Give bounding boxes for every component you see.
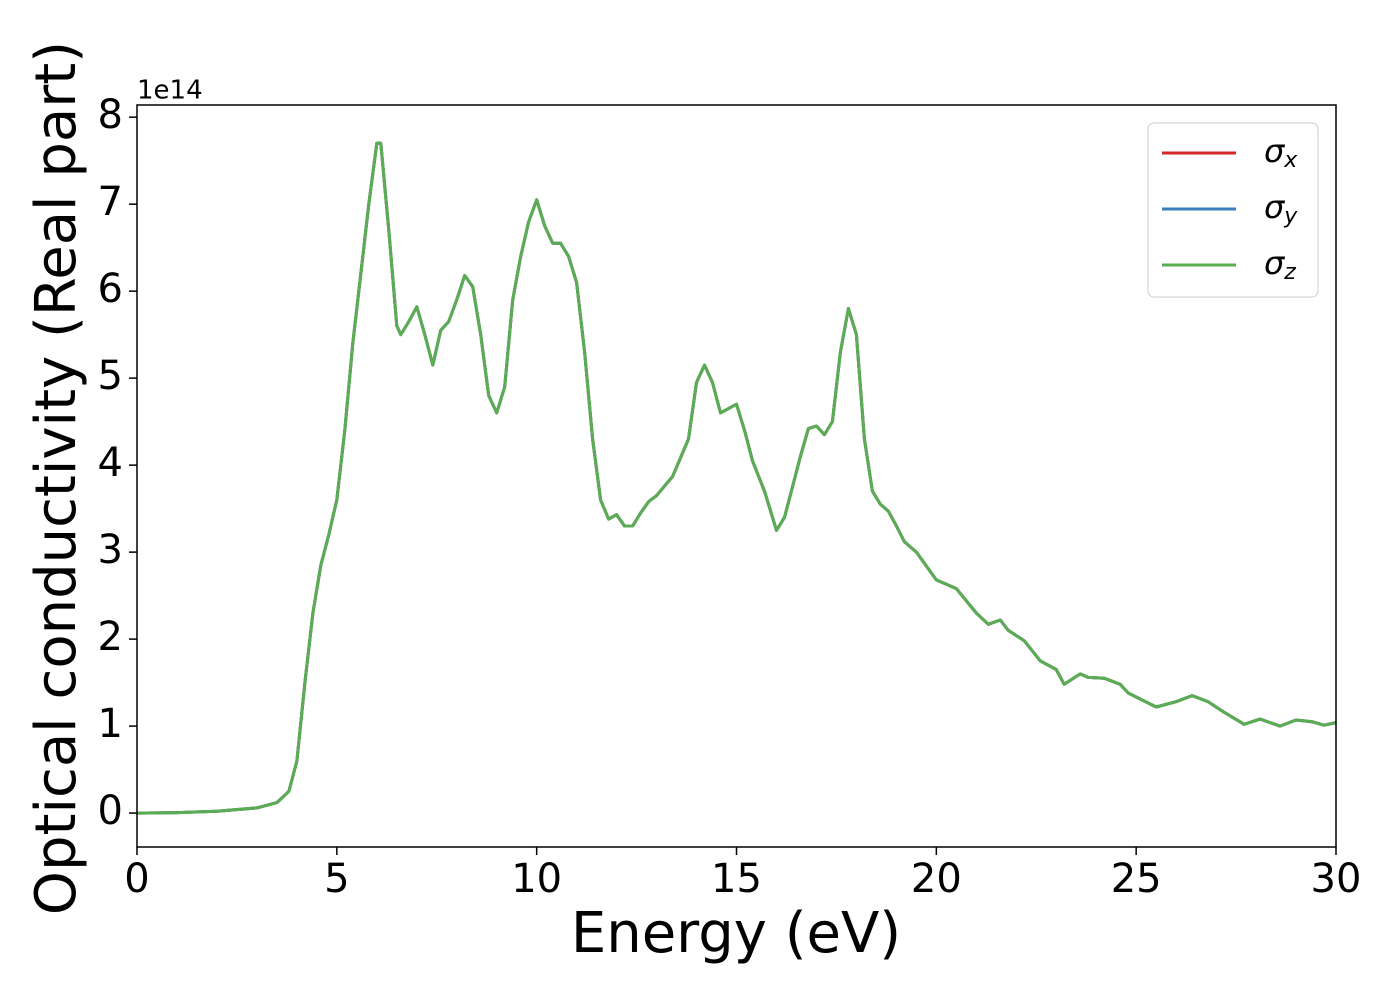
x-tick-label: 15 <box>711 856 762 902</box>
x-tick-label: 30 <box>1311 856 1362 902</box>
y-offset-label: 1e14 <box>137 76 203 106</box>
y-tick-label: 4 <box>98 440 123 486</box>
x-tick-label: 5 <box>324 856 349 902</box>
legend-label: σy <box>1264 188 1298 229</box>
y-tick-label: 7 <box>98 179 123 225</box>
x-tick-label: 25 <box>1111 856 1162 902</box>
y-axis-label: Optical conductivity (Real part) <box>24 41 89 915</box>
x-axis-label: Energy (eV) <box>571 901 901 966</box>
x-tick-label: 20 <box>911 856 962 902</box>
y-tick-label: 2 <box>98 614 123 660</box>
line-series <box>136 141 1337 815</box>
y-tick-label: 6 <box>98 266 123 312</box>
plot-frame <box>136 104 1337 848</box>
legend-label: σx <box>1264 132 1298 173</box>
x-tick-label: 0 <box>124 856 149 902</box>
y-tick-label: 5 <box>98 353 123 399</box>
y-tick-label: 8 <box>98 92 123 138</box>
y-tick-label: 1 <box>98 701 123 747</box>
legend-label: σz <box>1264 244 1296 285</box>
y-tick-label: 0 <box>98 788 123 834</box>
x-tick-label: 10 <box>511 856 562 902</box>
y-tick-label: 3 <box>98 527 123 573</box>
